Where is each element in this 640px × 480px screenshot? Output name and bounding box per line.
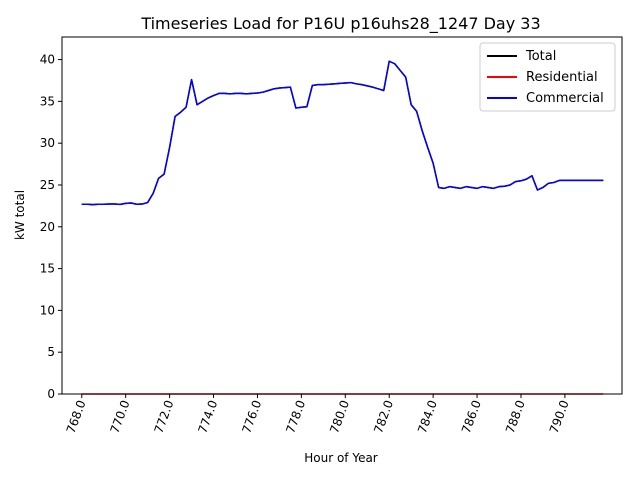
- x-tick-label: 780.0: [327, 398, 352, 435]
- x-tick-label: 790.0: [547, 398, 572, 435]
- legend-items: Total Residential Commercial: [487, 49, 604, 106]
- x-tick-label: 782.0: [371, 398, 396, 435]
- x-tick-label: 784.0: [415, 398, 440, 435]
- x-tick-label: 786.0: [459, 398, 484, 435]
- x-axis-ticks: 768.0 770.0 772.0 774.0 776.0 778.0 780.0 782.0…: [64, 394, 572, 435]
- x-axis-label: Hour of Year: [304, 451, 378, 465]
- x-tick-label: 788.0: [503, 398, 528, 435]
- x-tick-label: 774.0: [195, 398, 220, 435]
- x-tick-label: 772.0: [152, 398, 177, 435]
- legend-label-total: Total: [525, 49, 556, 64]
- legend-label-residential: Residential: [526, 70, 598, 85]
- y-tick-label: 10: [40, 303, 55, 317]
- x-tick-label: 770.0: [108, 398, 133, 435]
- y-tick-label: 20: [40, 220, 55, 234]
- y-tick-label: 40: [40, 53, 55, 67]
- y-tick-label: 35: [40, 94, 55, 108]
- y-axis-label: kW total: [13, 190, 27, 240]
- x-tick-label: 778.0: [283, 398, 308, 435]
- chart-title: Timeseries Load for P16U p16uhs28_1247 D…: [140, 14, 540, 34]
- legend: Total Residential Commercial: [479, 42, 616, 112]
- y-axis-ticks: 0 5 10 15 20 25 30 35 40: [40, 53, 62, 401]
- x-tick-label: 776.0: [239, 398, 264, 435]
- y-tick-label: 0: [47, 387, 55, 401]
- y-tick-label: 25: [40, 178, 55, 192]
- legend-label-commercial: Commercial: [526, 91, 604, 106]
- legend-box: [479, 42, 616, 112]
- plot-border: [61, 36, 623, 395]
- x-tick-label: 768.0: [64, 398, 89, 435]
- y-tick-label: 5: [47, 345, 55, 359]
- y-tick-label: 30: [40, 136, 55, 150]
- series-line-commercial: [81, 60, 604, 206]
- y-tick-label: 15: [40, 262, 55, 276]
